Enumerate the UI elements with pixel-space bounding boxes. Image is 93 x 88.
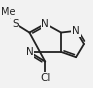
Text: N: N	[72, 26, 80, 36]
Text: Cl: Cl	[40, 73, 50, 83]
Text: N: N	[41, 19, 49, 29]
Text: N: N	[26, 47, 33, 57]
Text: S: S	[12, 19, 19, 29]
Text: Me: Me	[1, 7, 16, 17]
